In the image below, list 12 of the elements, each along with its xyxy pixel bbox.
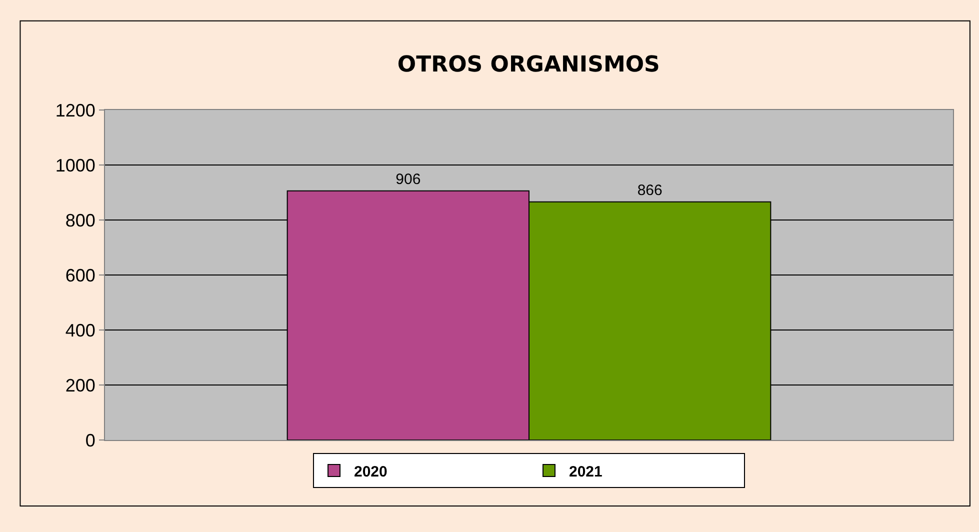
y-tick-label: 600	[65, 265, 96, 286]
chart-title: OTROS ORGANISMOS	[397, 52, 660, 78]
y-tick-label: 400	[65, 320, 96, 340]
data-label: 866	[637, 182, 662, 199]
data-label: 906	[396, 170, 421, 188]
y-tick-label: 1000	[55, 155, 96, 176]
y-tick-label: 0	[85, 430, 96, 450]
y-tick-label: 800	[65, 210, 96, 230]
y-tick-label: 1200	[55, 100, 96, 120]
legend-label: 2020	[354, 463, 388, 480]
legend-label: 2021	[569, 463, 602, 480]
y-tick-label: 200	[65, 375, 96, 396]
